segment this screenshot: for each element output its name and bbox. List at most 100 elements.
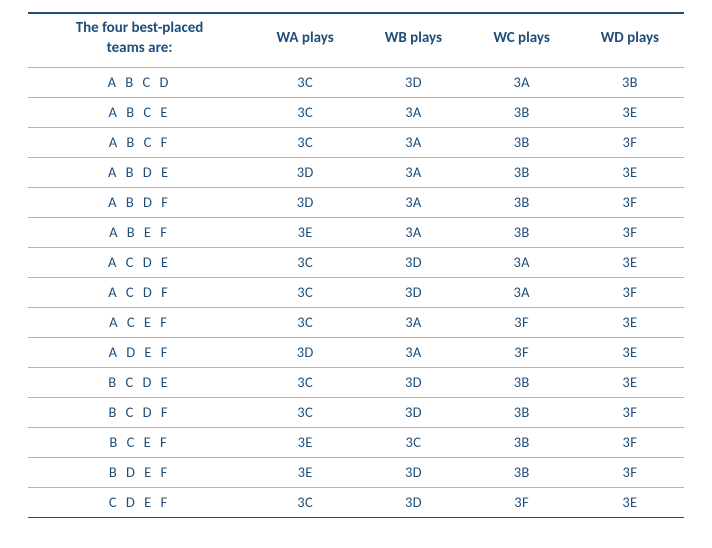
table-row: B C D E3C3D3B3E [28,367,684,397]
cell-play: 3A [359,157,467,187]
matchup-table: The four best-placedteams are: WA plays … [28,12,684,518]
cell-play: 3C [251,367,359,397]
table-row: A B C D3C3D3A3B [28,67,684,97]
cell-play: 3B [468,157,576,187]
cell-play: 3D [251,187,359,217]
cell-play: 3A [468,247,576,277]
cell-play: 3A [468,67,576,97]
table-body: A B C D3C3D3A3BA B C E3C3A3B3EA B C F3C3… [28,67,684,517]
cell-play: 3A [359,337,467,367]
table-row: A B C F3C3A3B3F [28,127,684,157]
col-header-wa: WA plays [251,13,359,67]
table-row: B C D F3C3D3B3F [28,397,684,427]
cell-play: 3E [576,247,684,277]
cell-teams: A B C E [28,97,251,127]
cell-play: 3C [251,487,359,517]
cell-play: 3E [576,337,684,367]
cell-play: 3F [468,487,576,517]
cell-play: 3C [251,277,359,307]
cell-teams: B D E F [28,457,251,487]
table-row: A C D F3C3D3A3F [28,277,684,307]
cell-play: 3B [468,187,576,217]
cell-play: 3F [576,127,684,157]
cell-play: 3A [359,97,467,127]
cell-play: 3A [359,187,467,217]
cell-play: 3D [359,247,467,277]
cell-play: 3E [251,427,359,457]
col-header-wb: WB plays [359,13,467,67]
cell-teams: A C D E [28,247,251,277]
table-row: C D E F3C3D3F3E [28,487,684,517]
cell-play: 3D [359,457,467,487]
cell-play: 3B [468,367,576,397]
table-row: A D E F3D3A3F3E [28,337,684,367]
cell-play: 3A [468,277,576,307]
cell-teams: A D E F [28,337,251,367]
table-row: A B D E3D3A3B3E [28,157,684,187]
cell-teams: B C E F [28,427,251,457]
cell-play: 3D [251,157,359,187]
cell-play: 3C [251,127,359,157]
cell-play: 3B [468,127,576,157]
cell-play: 3B [468,457,576,487]
cell-play: 3F [468,307,576,337]
cell-teams: A B D E [28,157,251,187]
cell-play: 3B [468,397,576,427]
cell-play: 3D [359,277,467,307]
cell-play: 3C [251,397,359,427]
cell-teams: B C D F [28,397,251,427]
cell-play: 3D [359,397,467,427]
table-row: A C D E3C3D3A3E [28,247,684,277]
cell-play: 3C [359,427,467,457]
table-row: A C E F3C3A3F3E [28,307,684,337]
cell-play: 3E [576,307,684,337]
cell-play: 3E [576,367,684,397]
cell-play: 3D [359,67,467,97]
cell-play: 3F [576,217,684,247]
cell-play: 3A [359,127,467,157]
cell-play: 3E [251,457,359,487]
cell-play: 3C [251,67,359,97]
table-header-row: The four best-placedteams are: WA plays … [28,13,684,67]
cell-play: 3D [251,337,359,367]
cell-play: 3C [251,307,359,337]
cell-play: 3C [251,247,359,277]
cell-teams: C D E F [28,487,251,517]
cell-play: 3F [576,187,684,217]
cell-play: 3E [576,97,684,127]
cell-play: 3C [251,97,359,127]
cell-play: 3A [359,307,467,337]
cell-play: 3B [576,67,684,97]
cell-teams: A C D F [28,277,251,307]
cell-teams: A C E F [28,307,251,337]
table-row: B C E F3E3C3B3F [28,427,684,457]
cell-teams: A B C F [28,127,251,157]
cell-play: 3E [251,217,359,247]
cell-teams: A B D F [28,187,251,217]
cell-play: 3F [576,457,684,487]
cell-play: 3D [359,487,467,517]
cell-teams: A B C D [28,67,251,97]
table-row: A B D F3D3A3B3F [28,187,684,217]
col-header-teams-line2: teams are: [107,39,173,57]
col-header-teams: The four best-placed teams are: [28,13,251,67]
cell-play: 3B [468,217,576,247]
cell-play: 3F [576,397,684,427]
cell-play: 3E [576,157,684,187]
cell-play: 3A [359,217,467,247]
col-header-wc: WC plays [468,13,576,67]
cell-teams: B C D E [28,367,251,397]
col-header-teams-line1: The four best-placed [76,19,204,37]
cell-play: 3F [468,337,576,367]
cell-teams: A B E F [28,217,251,247]
table-row: B D E F3E3D3B3F [28,457,684,487]
cell-play: 3F [576,427,684,457]
cell-play: 3B [468,97,576,127]
table-row: A B C E3C3A3B3E [28,97,684,127]
cell-play: 3D [359,367,467,397]
col-header-wd: WD plays [576,13,684,67]
table-row: A B E F3E3A3B3F [28,217,684,247]
cell-play: 3E [576,487,684,517]
cell-play: 3F [576,277,684,307]
cell-play: 3B [468,427,576,457]
